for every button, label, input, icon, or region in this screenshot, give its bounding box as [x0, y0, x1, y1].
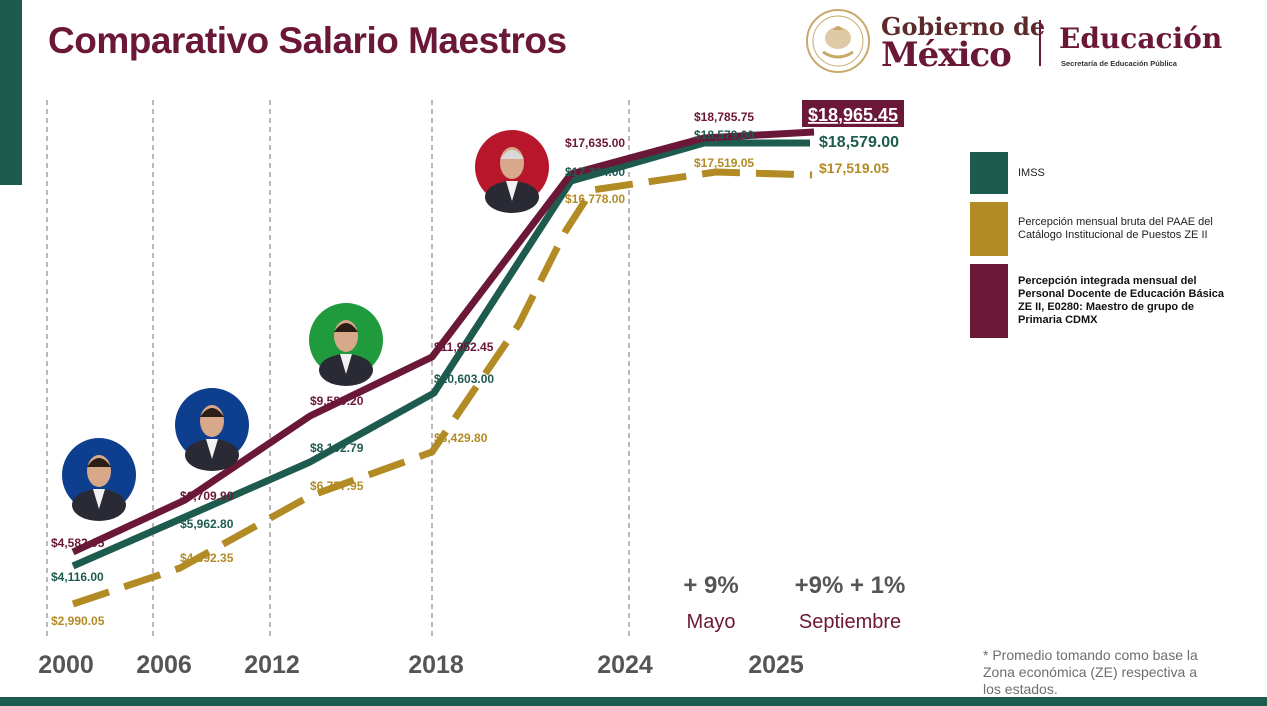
x-tick-label-2024: 2024	[597, 651, 653, 679]
annotation-label-0: Mayo	[687, 611, 736, 633]
series-line-1	[71, 168, 813, 608]
legend-swatch-docente	[970, 264, 1008, 338]
data-label-s0-p6: $18,579.00	[819, 134, 899, 151]
data-label-s1-p4: $16,778.00	[565, 192, 625, 206]
data-label-s2-p1: $6,709.90	[180, 489, 234, 503]
logo-separator	[1039, 20, 1041, 66]
portrait-hair-2	[334, 323, 358, 332]
highlight-box-6	[802, 100, 904, 127]
portrait-hair-3	[500, 150, 524, 159]
annotation-label-1: Septiembre	[799, 611, 901, 633]
gobierno-de-text: Gobierno de	[881, 12, 1046, 41]
legend-label-docente: Percepción integrada mensual del Persona…	[1018, 275, 1225, 326]
portrait-shirt-0	[93, 489, 105, 509]
portrait-shirt-1	[206, 439, 218, 459]
data-label-s2-p6: $18,965.45	[808, 105, 898, 125]
data-label-s0-p3: $10,603.00	[434, 372, 494, 386]
series-line-0	[71, 139, 810, 570]
bottom-band	[0, 697, 1267, 706]
data-label-s0-p1: $5,962.80	[180, 517, 234, 531]
footnote: * Promedio tomando como base la Zona eco…	[983, 647, 1198, 697]
legend-item-imss: IMSS	[970, 152, 1240, 194]
portrait-hair-0	[87, 458, 111, 467]
legend-item-docente: Percepción integrada mensual del Persona…	[970, 264, 1240, 338]
legend-swatch-paae	[970, 202, 1008, 256]
sep-subtitle: Secretaría de Educación Pública	[1061, 59, 1177, 68]
x-tick-label-2018: 2018	[408, 651, 464, 679]
data-label-s1-p3: $8,429.80	[434, 431, 488, 445]
data-label-s1-p1: $4,392.35	[180, 551, 234, 565]
data-label-s2-p0: $4,582.05	[51, 536, 105, 550]
coat-of-arms-seal	[806, 9, 870, 73]
data-label-s2-p2: $9,580.20	[310, 394, 364, 408]
series-line-2	[71, 128, 815, 556]
legend-swatch-imss	[970, 152, 1008, 194]
data-label-s0-p4: $17,364.00	[565, 165, 625, 179]
data-label-s1-p2: $6,757.95	[310, 479, 364, 493]
portrait-hair-1	[200, 408, 224, 417]
educacion-text: Educación	[1059, 22, 1223, 55]
legend-label-imss: IMSS	[1018, 166, 1045, 179]
header-logos: Gobierno de México Educación Secretaría …	[805, 8, 1235, 78]
portrait-shirt-2	[340, 354, 352, 374]
data-label-s2-p3: $11,952.45	[434, 340, 494, 354]
data-label-s0-p2: $8,102.79	[310, 441, 364, 455]
data-label-s0-p5: $18,579.00	[694, 128, 754, 142]
legend-item-paae: Percepción mensual bruta del PAAE del Ca…	[970, 202, 1240, 256]
data-label-s0-p0: $4,116.00	[51, 570, 104, 584]
data-label-s2-p5: $18,785.75	[694, 110, 754, 124]
mexico-text: México	[881, 35, 1012, 75]
annotation-value-0: + 9%	[683, 572, 738, 599]
left-accent-bar	[0, 0, 22, 185]
x-tick-label-2012: 2012	[244, 651, 300, 679]
data-label-s2-p4: $17,635.00	[565, 136, 625, 150]
page-title: Comparativo Salario Maestros	[48, 20, 567, 61]
x-tick-label-2000: 2000	[38, 651, 94, 679]
data-label-s1-p5: $17,519.05	[694, 156, 754, 170]
data-label-s1-p6: $17,519.05	[819, 160, 889, 176]
x-tick-label-2006: 2006	[136, 651, 192, 679]
portrait-shirt-3	[506, 181, 518, 201]
data-label-s1-p0: $2,990.05	[51, 614, 105, 628]
x-tick-label-2025: 2025	[748, 651, 804, 679]
legend-label-paae: Percepción mensual bruta del PAAE del Ca…	[1018, 216, 1213, 241]
chart-legend: IMSS Percepción mensual bruta del PAAE d…	[970, 152, 1240, 346]
annotation-value-1: +9% + 1%	[795, 572, 906, 599]
